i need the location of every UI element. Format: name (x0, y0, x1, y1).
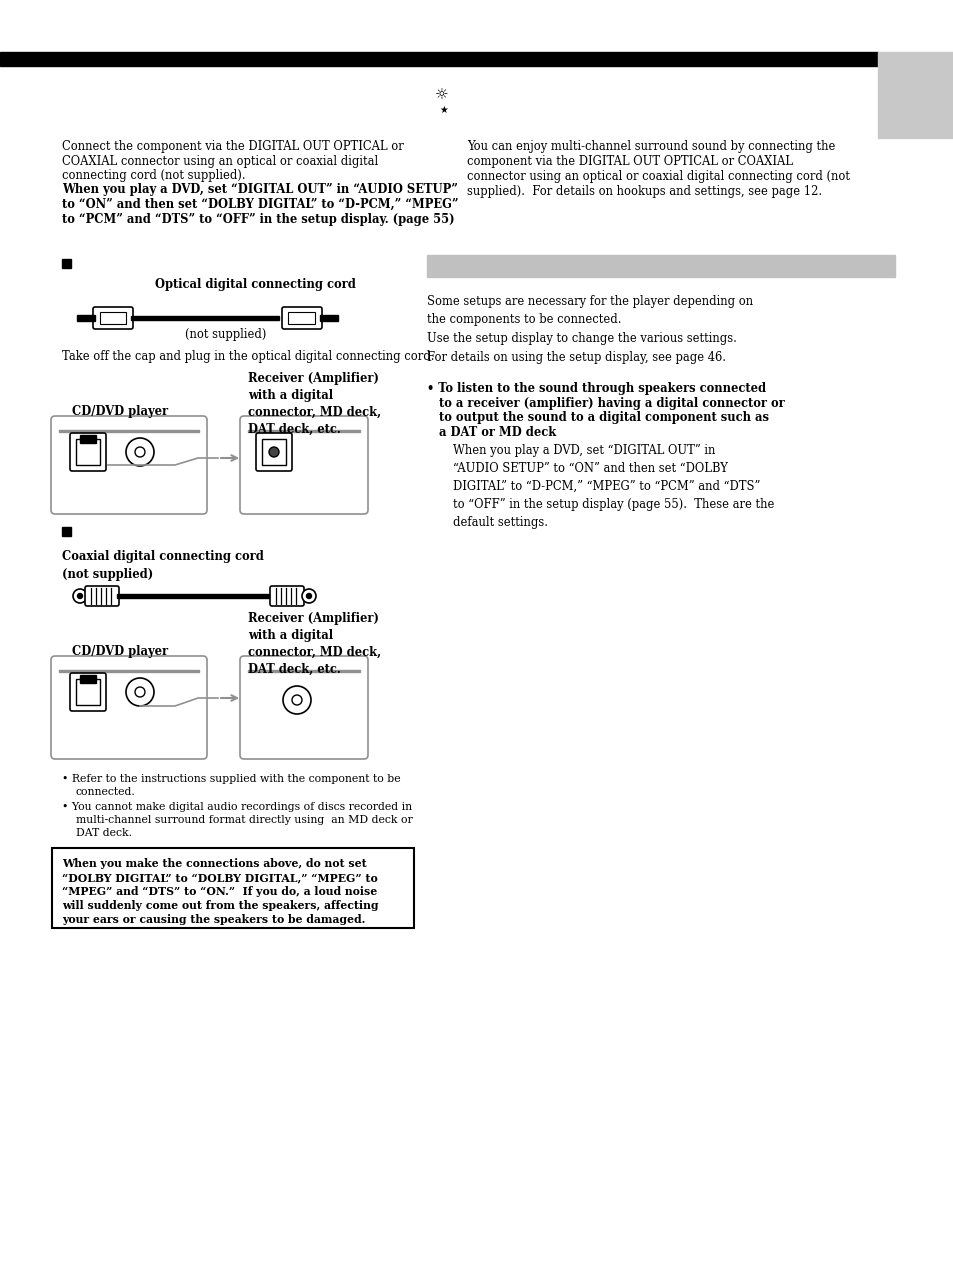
Text: When you play a DVD, set “DIGITAL OUT” in “AUDIO SETUP”: When you play a DVD, set “DIGITAL OUT” i… (62, 183, 457, 196)
Bar (77, 315, 95, 321)
Circle shape (302, 589, 315, 603)
FancyBboxPatch shape (70, 433, 106, 471)
Bar (80, 434, 96, 443)
Bar (59, 670, 199, 671)
Circle shape (292, 696, 302, 705)
Bar (427, 255, 894, 276)
Text: Some setups are necessary for the player depending on
the components to be conne: Some setups are necessary for the player… (427, 296, 752, 363)
Bar (62, 527, 71, 536)
FancyBboxPatch shape (240, 417, 368, 513)
Text: to output the sound to a digital component such as: to output the sound to a digital compone… (427, 412, 768, 424)
Text: ★: ★ (438, 104, 447, 115)
Text: “DOLBY DIGITAL” to “DOLBY DIGITAL,” “MPEG” to: “DOLBY DIGITAL” to “DOLBY DIGITAL,” “MPE… (62, 871, 377, 883)
Bar (76, 679, 100, 705)
Text: “MPEG” and “DTS” to “ON.”  If you do, a loud noise: “MPEG” and “DTS” to “ON.” If you do, a l… (62, 885, 376, 897)
Text: Coaxial digital connecting cord
(not supplied): Coaxial digital connecting cord (not sup… (62, 550, 264, 581)
Circle shape (77, 594, 82, 599)
Text: Connect the component via the DIGITAL OUT OPTICAL or: Connect the component via the DIGITAL OU… (62, 140, 403, 153)
Circle shape (306, 594, 312, 599)
Bar (288, 312, 314, 324)
Bar (0, 52, 877, 66)
Text: CD/DVD player: CD/DVD player (71, 645, 168, 657)
Text: your ears or causing the speakers to be damaged.: your ears or causing the speakers to be … (62, 913, 365, 925)
Text: multi-channel surround format directly using  an MD deck or: multi-channel surround format directly u… (76, 815, 413, 826)
Text: Take off the cap and plug in the optical digital connecting cord.: Take off the cap and plug in the optical… (62, 350, 434, 363)
Text: (not supplied): (not supplied) (185, 327, 266, 341)
Text: CD/DVD player: CD/DVD player (71, 405, 168, 418)
Bar (59, 431, 199, 432)
Text: to “ON” and then set “DOLBY DIGITAL” to “D-PCM,” “MPEG”: to “ON” and then set “DOLBY DIGITAL” to … (62, 197, 458, 211)
Text: to “PCM” and “DTS” to “OFF” in the setup display. (page 55): to “PCM” and “DTS” to “OFF” in the setup… (62, 213, 455, 225)
Circle shape (73, 589, 87, 603)
Circle shape (283, 685, 311, 713)
Circle shape (126, 678, 153, 706)
Text: connected.: connected. (76, 787, 135, 798)
Bar (80, 675, 96, 683)
Text: will suddenly come out from the speakers, affecting: will suddenly come out from the speakers… (62, 899, 378, 911)
FancyBboxPatch shape (70, 673, 106, 711)
Bar (248, 431, 359, 432)
Text: connecting cord (not supplied).: connecting cord (not supplied). (62, 169, 245, 182)
Circle shape (135, 687, 145, 697)
FancyBboxPatch shape (92, 307, 132, 329)
Circle shape (135, 447, 145, 457)
Bar (117, 594, 272, 598)
Text: DAT deck.: DAT deck. (76, 828, 132, 838)
FancyBboxPatch shape (270, 586, 304, 606)
Text: to a receiver (amplifier) having a digital connector or: to a receiver (amplifier) having a digit… (427, 396, 784, 409)
FancyBboxPatch shape (51, 417, 207, 513)
Text: • Refer to the instructions supplied with the component to be: • Refer to the instructions supplied wit… (62, 775, 400, 784)
Bar (248, 670, 359, 671)
Text: Receiver (Amplifier)
with a digital
connector, MD deck,
DAT deck, etc.: Receiver (Amplifier) with a digital conn… (248, 372, 381, 436)
Text: ☼: ☼ (435, 88, 448, 103)
Bar (100, 312, 126, 324)
Bar (262, 440, 286, 465)
FancyBboxPatch shape (85, 586, 119, 606)
Text: Optical digital connecting cord: Optical digital connecting cord (154, 278, 355, 290)
Circle shape (126, 438, 153, 466)
Text: Receiver (Amplifier)
with a digital
connector, MD deck,
DAT deck, etc.: Receiver (Amplifier) with a digital conn… (248, 612, 381, 676)
Bar (319, 315, 337, 321)
Bar (131, 316, 278, 320)
FancyBboxPatch shape (255, 433, 292, 471)
FancyBboxPatch shape (282, 307, 322, 329)
FancyBboxPatch shape (51, 656, 207, 759)
Text: a DAT or MD deck: a DAT or MD deck (427, 426, 556, 438)
Bar (877, 52, 953, 138)
Text: When you make the connections above, do not set: When you make the connections above, do … (62, 857, 366, 869)
Text: • You cannot make digital audio recordings of discs recorded in: • You cannot make digital audio recordin… (62, 803, 412, 812)
FancyBboxPatch shape (240, 656, 368, 759)
Circle shape (269, 447, 278, 457)
Bar (62, 259, 71, 268)
Bar (52, 848, 414, 927)
Text: • To listen to the sound through speakers connected: • To listen to the sound through speaker… (427, 382, 765, 395)
Text: You can enjoy multi-channel surround sound by connecting the
component via the D: You can enjoy multi-channel surround sou… (467, 140, 849, 197)
Bar (76, 440, 100, 465)
Text: When you play a DVD, set “DIGITAL OUT” in
“AUDIO SETUP” to “ON” and then set “DO: When you play a DVD, set “DIGITAL OUT” i… (453, 445, 774, 529)
Text: COAXIAL connector using an optical or coaxial digital: COAXIAL connector using an optical or co… (62, 154, 377, 167)
